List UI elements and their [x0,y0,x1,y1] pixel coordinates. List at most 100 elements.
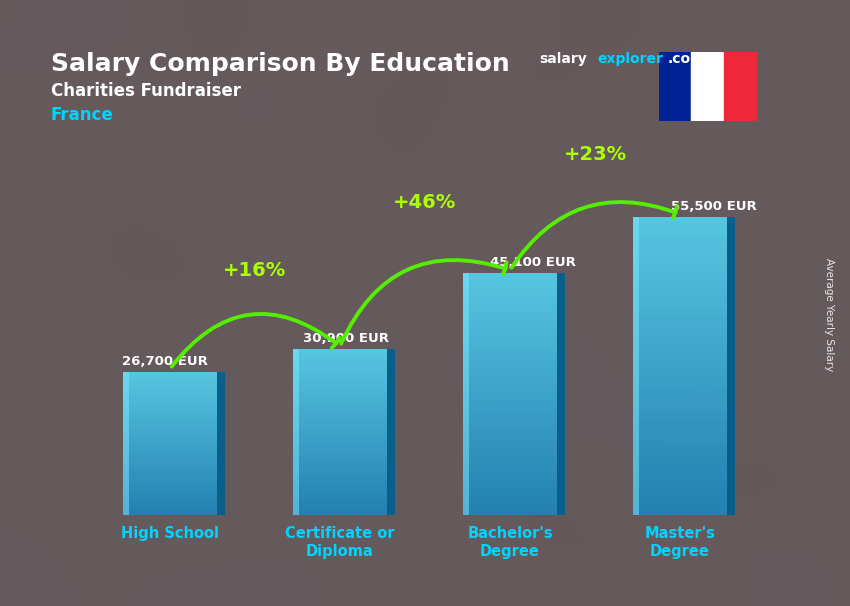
Bar [123,444,217,446]
Bar [463,394,557,398]
Bar [293,485,387,487]
Bar [633,470,727,475]
Bar [463,309,557,313]
Bar [633,346,727,351]
Bar [463,358,557,362]
Bar [123,376,217,379]
Bar [633,277,727,282]
Bar [293,471,387,474]
Bar [123,501,217,503]
Bar [463,354,557,358]
Bar [633,227,727,232]
Bar [463,370,557,374]
Bar [633,436,727,441]
Bar [293,377,387,379]
Bar [123,489,217,491]
Bar [633,386,727,391]
Bar [293,361,387,363]
Bar [463,427,557,430]
Bar [463,289,557,293]
Bar [463,333,557,338]
Bar [293,352,387,355]
Bar [463,503,557,507]
Bar [293,402,387,405]
Bar [293,355,387,358]
Bar [293,391,387,393]
Bar [123,398,217,401]
Bar [463,398,557,402]
Bar [293,427,387,430]
Bar [293,371,387,374]
Bar [293,507,387,510]
Bar [633,426,727,431]
Bar [123,419,217,422]
Bar [123,424,217,427]
Bar [293,512,387,515]
Bar [633,505,727,510]
Bar [293,493,387,496]
Text: explorer: explorer [598,52,663,65]
Bar [123,393,217,396]
Bar [217,372,225,515]
Bar [123,436,217,439]
Bar [123,455,217,458]
Bar [633,416,727,421]
Bar [123,484,217,487]
Bar [123,477,217,479]
Bar [293,432,387,435]
Bar [633,262,727,267]
Bar [123,479,217,482]
Bar [633,485,727,490]
Bar [123,431,217,434]
Bar [123,415,217,417]
Bar [463,273,468,515]
Bar [727,217,735,515]
Bar [293,418,387,421]
Bar [633,366,727,371]
Bar [293,462,387,465]
Bar [293,374,387,377]
Bar [463,362,557,366]
Bar [293,368,387,371]
Bar [463,406,557,410]
Text: 55,500 EUR: 55,500 EUR [672,201,757,213]
Bar [659,52,691,121]
Bar [293,363,387,366]
Bar [633,282,727,287]
Bar [463,285,557,289]
Bar [293,510,387,512]
Bar [463,471,557,474]
Bar [123,441,217,444]
Bar [123,429,217,431]
Bar [293,443,387,446]
Bar [293,460,387,462]
Bar [463,511,557,515]
Bar [463,467,557,471]
Bar [463,499,557,503]
Bar [123,401,217,403]
Bar [293,438,387,441]
Bar [633,267,727,272]
Bar [123,408,217,410]
Bar [293,487,387,490]
Bar [123,403,217,405]
Bar [123,498,217,501]
Bar [633,431,727,436]
Bar [463,378,557,382]
Bar [463,479,557,483]
Text: .com: .com [667,52,705,65]
Bar [633,247,727,252]
Text: Average Yearly Salary: Average Yearly Salary [824,259,834,371]
Bar [463,374,557,378]
Bar [293,388,387,391]
Text: salary: salary [540,52,587,65]
Bar [123,379,217,381]
Bar [633,461,727,465]
Bar [293,474,387,476]
Bar [293,501,387,504]
Bar [463,402,557,406]
Bar [463,450,557,454]
Bar [633,421,727,426]
Bar [633,510,727,515]
Bar [123,374,217,376]
